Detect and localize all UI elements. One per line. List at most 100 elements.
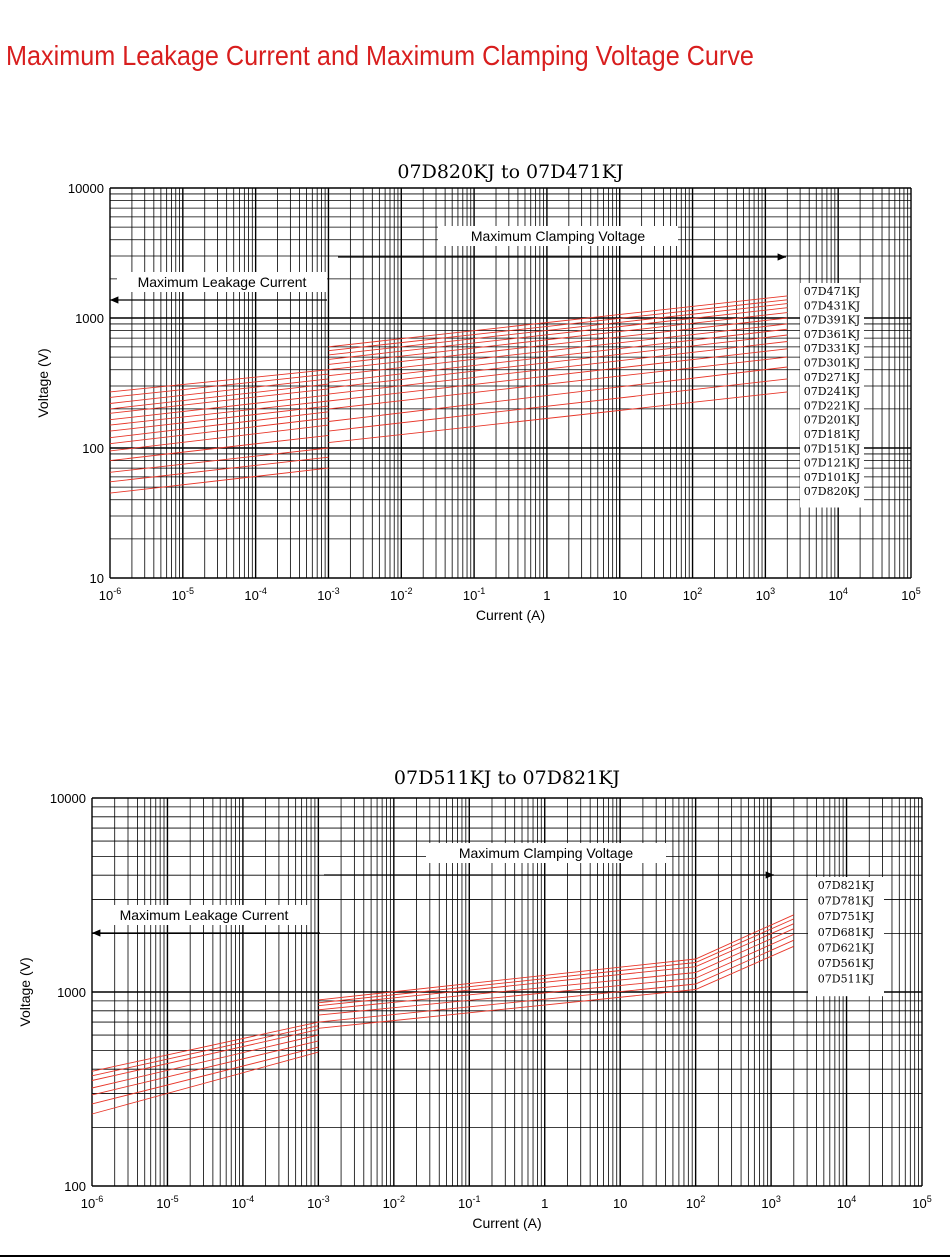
- x-tick-label: 102: [686, 1194, 705, 1211]
- x-axis-label: Current (A): [472, 1215, 541, 1231]
- leakage-line: [109, 369, 329, 393]
- leakage-line: [109, 456, 329, 483]
- x-tick-label: 1: [541, 1196, 548, 1211]
- x-tick-label: 10-3: [307, 1194, 329, 1211]
- clamping-line: [318, 933, 794, 1016]
- clamping-line: [328, 312, 788, 365]
- series-group: [109, 295, 788, 494]
- x-tick-label: 103: [761, 1194, 780, 1211]
- clamping-line: [328, 323, 788, 377]
- chart-title: 07D511KJ to 07D821KJ: [394, 767, 620, 789]
- leakage-line: [109, 417, 329, 445]
- leakage-line: [109, 400, 329, 426]
- legend-entry: 07D271KJ: [804, 371, 860, 384]
- legend-entry: 07D201KJ: [804, 414, 860, 427]
- x-tick-label: 10-2: [383, 1194, 405, 1211]
- x-tick-label: 104: [828, 586, 847, 603]
- x-tick-label: 102: [683, 586, 702, 603]
- y-tick-label: 10: [90, 571, 104, 586]
- x-tick-label: 10-4: [232, 1194, 254, 1211]
- clamping-line: [328, 391, 788, 444]
- leakage-line: [109, 405, 329, 432]
- x-tick-label: 10-5: [172, 586, 194, 603]
- leakage-label: Maximum Leakage Current: [138, 274, 307, 290]
- x-tick-label: 10-6: [81, 1194, 103, 1211]
- leakage-label: Maximum Leakage Current: [120, 907, 289, 923]
- leakage-label-bg: [117, 272, 327, 292]
- clamping-line: [328, 299, 788, 352]
- x-tick-label: 10-3: [317, 586, 339, 603]
- grid: [109, 187, 912, 579]
- clamping-line: [328, 356, 788, 410]
- legend-entry: 07D241KJ: [804, 385, 860, 398]
- legend-entry: 07D561KJ: [818, 957, 874, 970]
- x-tick-label: 10-2: [390, 586, 412, 603]
- x-tick-label: 104: [837, 1194, 856, 1211]
- leakage-line: [91, 1040, 319, 1096]
- legend-entry: 07D820KJ: [804, 485, 860, 498]
- legend-entry: 07D221KJ: [804, 399, 860, 412]
- clamping-line: [318, 945, 794, 1029]
- leakage-line: [91, 1029, 319, 1081]
- x-tick-label: 105: [901, 586, 920, 603]
- leakage-label-bg: [99, 905, 309, 925]
- leakage-line: [109, 388, 329, 414]
- legend-entry: 07D511KJ: [818, 973, 874, 986]
- x-tick-label: 10-1: [458, 1194, 480, 1211]
- legend-entry: 07D101KJ: [804, 471, 860, 484]
- clamping-label-bg: [426, 843, 666, 863]
- legend-entry: 07D331KJ: [804, 342, 860, 355]
- page-title: Maximum Leakage Current and Maximum Clam…: [6, 40, 754, 71]
- leakage-line: [91, 1051, 319, 1115]
- leakage-line: [91, 1046, 319, 1105]
- legend-entry: 07D361KJ: [804, 328, 860, 341]
- clamping-line: [328, 378, 788, 432]
- legend-entry: 07D391KJ: [804, 314, 860, 327]
- leakage-line: [109, 383, 329, 410]
- x-tick-label: 105: [912, 1194, 931, 1211]
- clamping-line: [328, 328, 788, 383]
- x-axis-label: Current (A): [476, 607, 545, 623]
- clamping-line: [318, 918, 794, 1004]
- leakage-line: [109, 467, 329, 494]
- clamping-line: [328, 334, 788, 389]
- x-tick-label: 103: [756, 586, 775, 603]
- clamping-line: [318, 928, 794, 1011]
- y-tick-label: 10000: [50, 791, 86, 806]
- leakage-line: [109, 411, 329, 439]
- clamping-label: Maximum Clamping Voltage: [471, 228, 646, 244]
- clamping-label-bg: [438, 226, 678, 246]
- y-axis-label: Voltage (V): [35, 348, 51, 417]
- clamping-line: [328, 317, 788, 371]
- legend-box: [808, 877, 884, 997]
- legend-entry: 07D431KJ: [804, 299, 860, 312]
- legend-box: [800, 283, 864, 508]
- leakage-line: [109, 378, 329, 404]
- x-tick-label: 10: [613, 1196, 627, 1211]
- clamping-line: [328, 366, 788, 422]
- chart-title: 07D820KJ to 07D471KJ: [397, 161, 623, 183]
- leakage-line: [109, 373, 329, 398]
- series-group: [91, 914, 794, 1115]
- clamping-line: [318, 923, 794, 1007]
- legend-entry: 07D751KJ: [818, 910, 874, 923]
- bottom-rule: [0, 1255, 950, 1257]
- legend-entry: 07D151KJ: [804, 442, 860, 455]
- leakage-line: [91, 1034, 319, 1089]
- x-tick-label: 10-5: [156, 1194, 178, 1211]
- x-tick-label: 1: [543, 588, 550, 603]
- clamping-line: [318, 914, 794, 1001]
- legend-entry: 07D301KJ: [804, 357, 860, 370]
- y-tick-label: 100: [82, 441, 104, 456]
- legend-entry: 07D621KJ: [818, 941, 874, 954]
- legend-entry: 07D821KJ: [818, 879, 874, 892]
- legend-entry: 07D471KJ: [804, 285, 860, 298]
- leakage-line: [109, 434, 329, 462]
- clamping-line: [328, 307, 788, 360]
- leakage-line: [91, 1021, 319, 1072]
- clamping-line: [328, 341, 788, 395]
- x-tick-label: 10-6: [99, 586, 121, 603]
- y-tick-label: 10000: [68, 181, 104, 196]
